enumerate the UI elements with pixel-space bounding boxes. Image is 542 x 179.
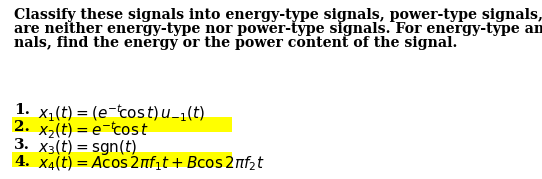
Text: nals, find the energy or the power content of the signal.: nals, find the energy or the power conte… [14,36,457,50]
Text: 2.: 2. [14,120,30,134]
Text: $x_2(t) = e^{-t}\!\cos t$: $x_2(t) = e^{-t}\!\cos t$ [38,120,149,141]
Bar [12,117,232,132]
Text: $x_4(t) = A\cos 2\pi f_1 t + B\cos 2\pi f_2 t$: $x_4(t) = A\cos 2\pi f_1 t + B\cos 2\pi … [38,155,264,173]
Bar [12,152,232,167]
Text: are neither energy-type nor power-type signals. For energy-type and power-type s: are neither energy-type nor power-type s… [14,22,542,36]
Text: Classify these signals into energy-type signals, power-type signals, and signals: Classify these signals into energy-type … [14,8,542,22]
Text: 4.: 4. [14,155,30,169]
Text: 3.: 3. [14,138,30,152]
Text: $x_3(t) = \mathrm{sgn}(t)$: $x_3(t) = \mathrm{sgn}(t)$ [38,138,137,157]
Text: $x_1(t) = (e^{-t}\!\cos t)\,u_{-1}(t)$: $x_1(t) = (e^{-t}\!\cos t)\,u_{-1}(t)$ [38,103,205,124]
Text: 1.: 1. [14,103,30,117]
